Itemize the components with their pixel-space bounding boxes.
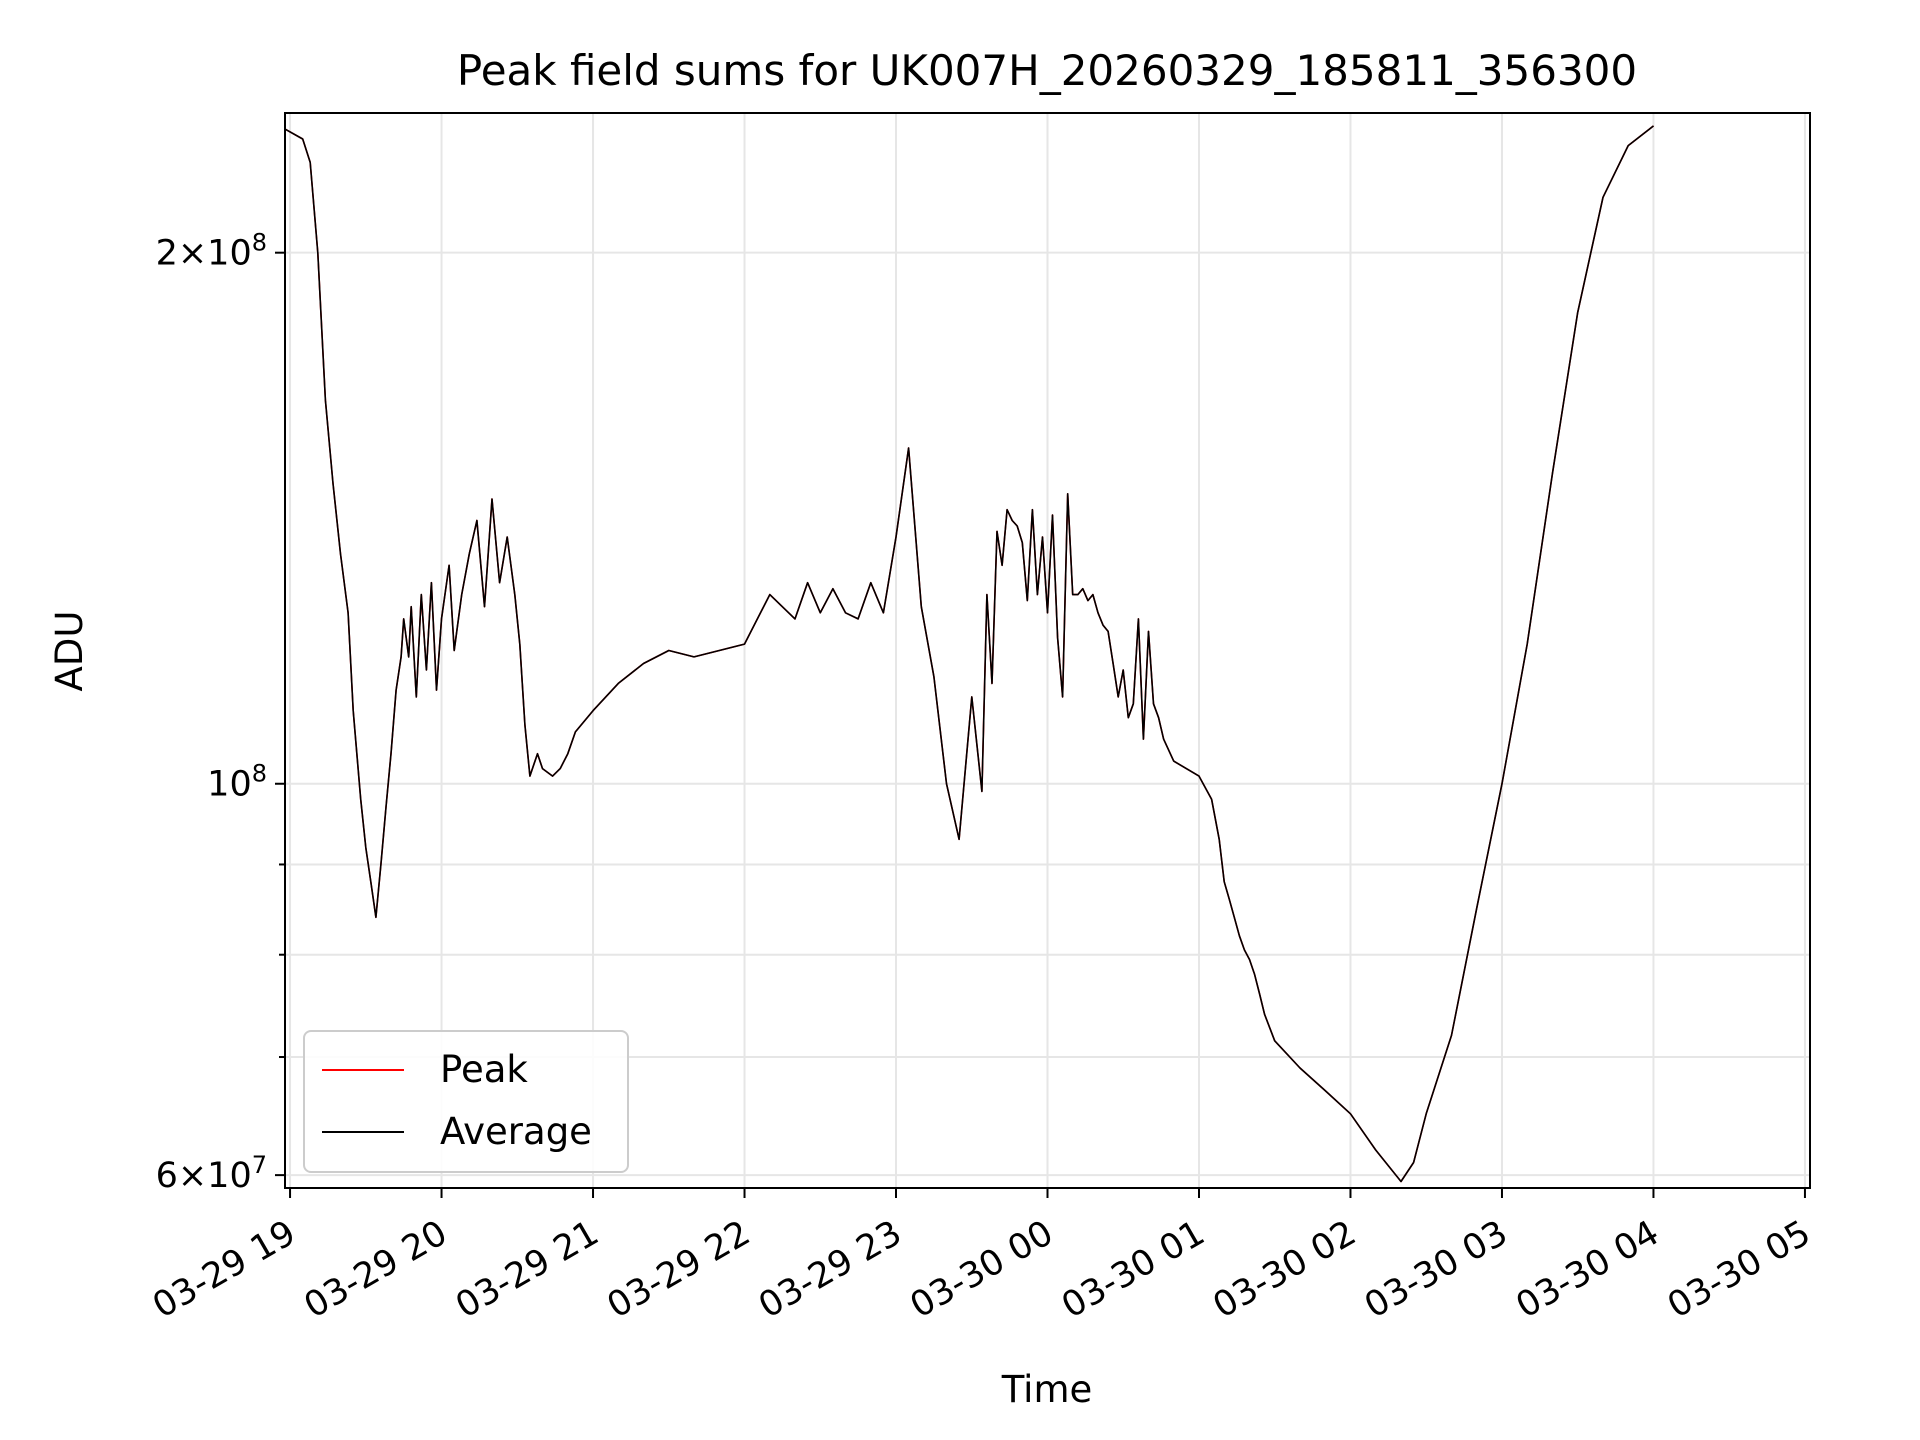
series-average-line [284,125,1654,1183]
y-tick-label: 6×107 [156,1151,267,1196]
legend-peak-label: Peak [440,1048,528,1091]
legend-box [303,1030,629,1173]
legend-average-label: Average [440,1110,592,1153]
series-layer [284,125,1654,1183]
y-axis-label: ADU [48,611,91,692]
legend: Peak Average [303,1030,629,1173]
x-axis-label: Time [1001,1368,1093,1411]
y-tick-label: 2×108 [156,229,267,274]
grid [285,113,1810,1188]
chart-title: Peak field sums for UK007H_20260329_1858… [457,46,1637,95]
